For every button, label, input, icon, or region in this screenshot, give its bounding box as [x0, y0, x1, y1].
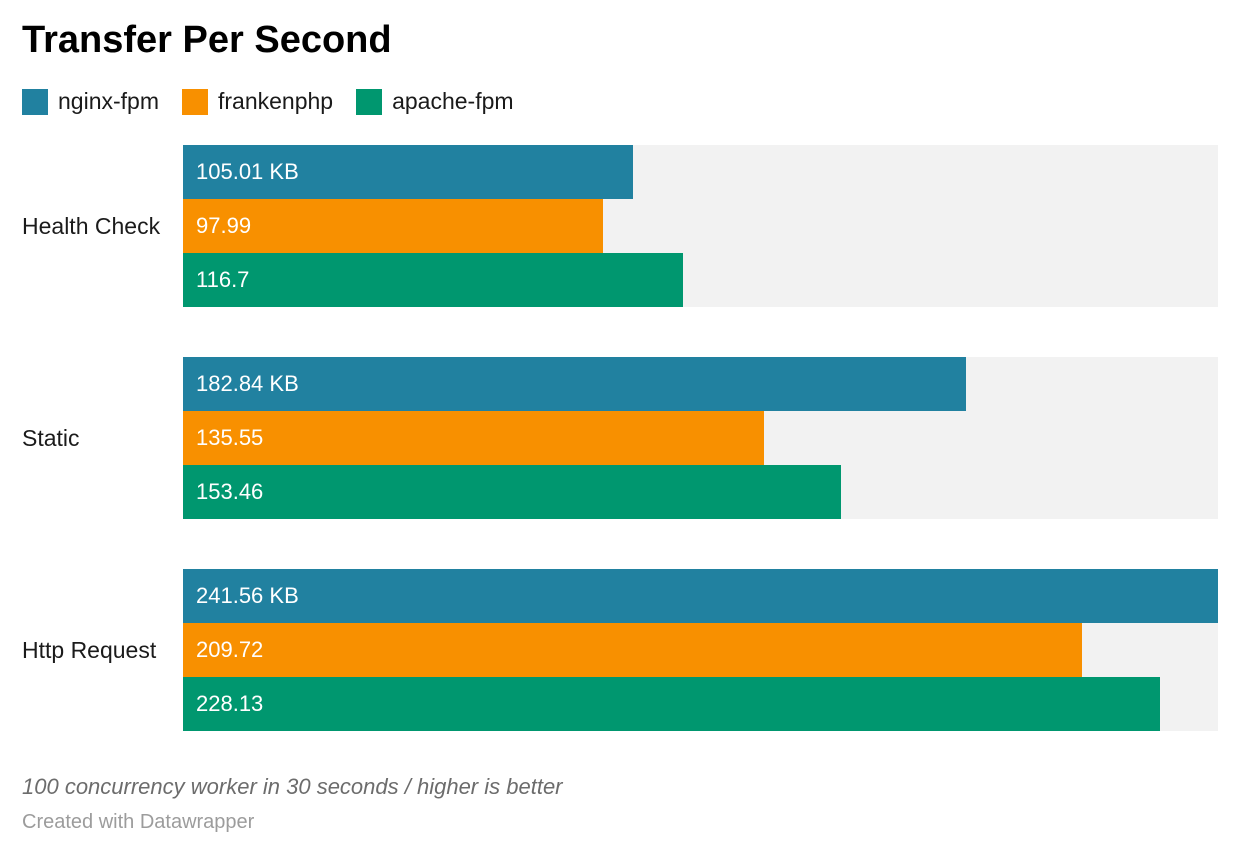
bar-frankenphp-health-check: 97.99 [183, 199, 603, 253]
bar-apache-fpm-static: 153.46 [183, 465, 841, 519]
legend: nginx-fpm frankenphp apache-fpm [22, 88, 1218, 115]
bar-track: 228.13 [183, 677, 1218, 731]
datawrapper-credit: Created with Datawrapper [22, 811, 255, 833]
bar-track: 97.99 [183, 199, 1218, 253]
bar-track: 241.56 KB [183, 569, 1218, 623]
bar-frankenphp-http-request: 209.72 [183, 623, 1082, 677]
footer-note: 100 concurrency worker in 30 seconds / h… [22, 774, 563, 799]
category-label-col: Static [22, 357, 183, 519]
bar-track: 135.55 [183, 411, 1218, 465]
bar-track: 182.84 KB [183, 357, 1218, 411]
category-label: Health Check [22, 212, 161, 239]
group-health-check: Health Check 105.01 KB 97.99 116.7 [22, 145, 1218, 307]
bar-nginx-fpm-static: 182.84 KB [183, 357, 967, 411]
bar-apache-fpm-http-request: 228.13 [183, 677, 1161, 731]
bar-chart: Health Check 105.01 KB 97.99 116.7 [22, 145, 1218, 731]
bar-value-label: 241.56 KB [196, 583, 299, 608]
bar-track: 105.01 KB [183, 145, 1218, 199]
bar-nginx-fpm-health-check: 105.01 KB [183, 145, 633, 199]
bar-value-label: 153.46 [196, 479, 264, 504]
legend-swatch-icon [356, 88, 383, 115]
bar-value-label: 105.01 KB [196, 159, 299, 184]
bar-track: 153.46 [183, 465, 1218, 519]
bar-nginx-fpm-http-request: 241.56 KB [183, 569, 1218, 623]
group-http-request: Http Request 241.56 KB 209.72 228.13 [22, 569, 1218, 731]
bars-column: 105.01 KB 97.99 116.7 [183, 145, 1218, 307]
bar-track: 116.7 [183, 253, 1218, 307]
bar-frankenphp-static: 135.55 [183, 411, 764, 465]
bar-track: 209.72 [183, 623, 1218, 677]
legend-item-nginx-fpm: nginx-fpm [22, 88, 159, 115]
bar-value-label: 135.55 [196, 425, 264, 450]
bar-apache-fpm-health-check: 116.7 [183, 253, 684, 307]
chart-footer: 100 concurrency worker in 30 seconds / h… [22, 773, 1218, 835]
category-label: Static [22, 424, 80, 451]
bars-column: 182.84 KB 135.55 153.46 [183, 357, 1218, 519]
bar-value-label: 116.7 [196, 267, 250, 292]
legend-label: nginx-fpm [58, 88, 159, 114]
legend-item-frankenphp: frankenphp [181, 88, 334, 115]
legend-swatch-icon [22, 88, 48, 115]
bar-value-label: 209.72 [196, 637, 264, 662]
group-static: Static 182.84 KB 135.55 153.46 [22, 357, 1218, 519]
category-label-col: Http Request [22, 569, 183, 731]
category-label-col: Health Check [22, 145, 183, 307]
bar-value-label: 97.99 [196, 213, 252, 238]
category-label: Http Request [22, 636, 157, 663]
bar-value-label: 228.13 [196, 691, 264, 716]
chart-title: Transfer Per Second [22, 19, 392, 61]
bars-column: 241.56 KB 209.72 228.13 [183, 569, 1218, 731]
legend-swatch-icon [181, 88, 208, 115]
legend-label: frankenphp [217, 88, 334, 114]
bar-value-label: 182.84 KB [196, 371, 299, 396]
legend-label: apache-fpm [392, 88, 514, 114]
chart-container: Transfer Per Second nginx-fpm frankenphp… [22, 19, 1218, 835]
legend-item-apache-fpm: apache-fpm [356, 88, 514, 115]
